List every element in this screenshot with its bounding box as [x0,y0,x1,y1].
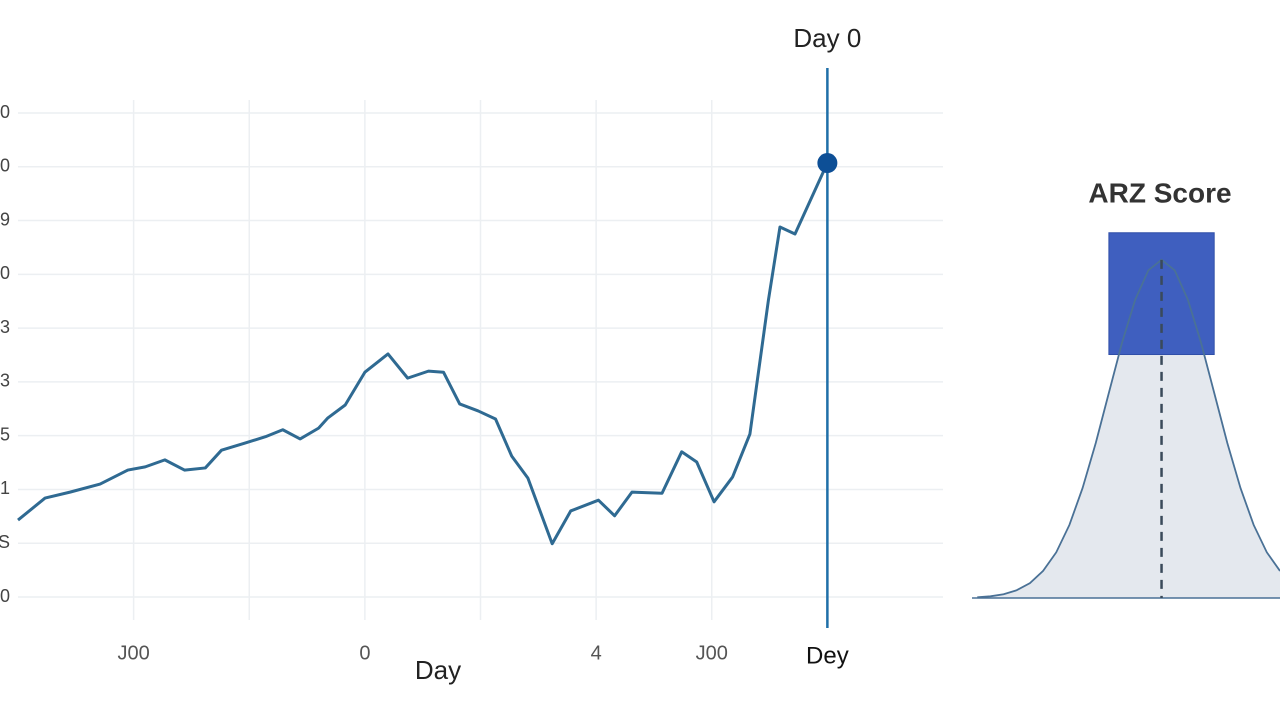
x-tick-label: 4 [591,642,602,664]
y-tick-label: 0 [0,102,10,122]
x-axis-label: Day [415,655,461,685]
y-tick-label: S [0,532,10,552]
y-tick-label: 9 [0,209,10,229]
y-tick-label: 0 [0,586,10,606]
x-tick-label: 0 [359,642,370,664]
y-tick-label: 3 [0,371,10,391]
y-tick-label: 0 [0,156,10,176]
day-zero-axis-label: Dey [806,642,849,669]
y-tick-label: 5 [0,424,10,444]
y-tick-label: 0 [0,263,10,283]
panel-title: ARZ Score [1088,177,1231,208]
density-curve [977,258,1280,599]
end-point [817,153,838,174]
density-area [972,259,1280,598]
y-tick-label: 3 [0,317,10,337]
line-series [17,162,829,546]
x-tick-label: J00 [696,642,728,664]
day-zero-label: Day 0 [793,23,861,53]
y-tick-label: 21 [0,478,10,498]
x-tick-label: J00 [118,642,150,664]
